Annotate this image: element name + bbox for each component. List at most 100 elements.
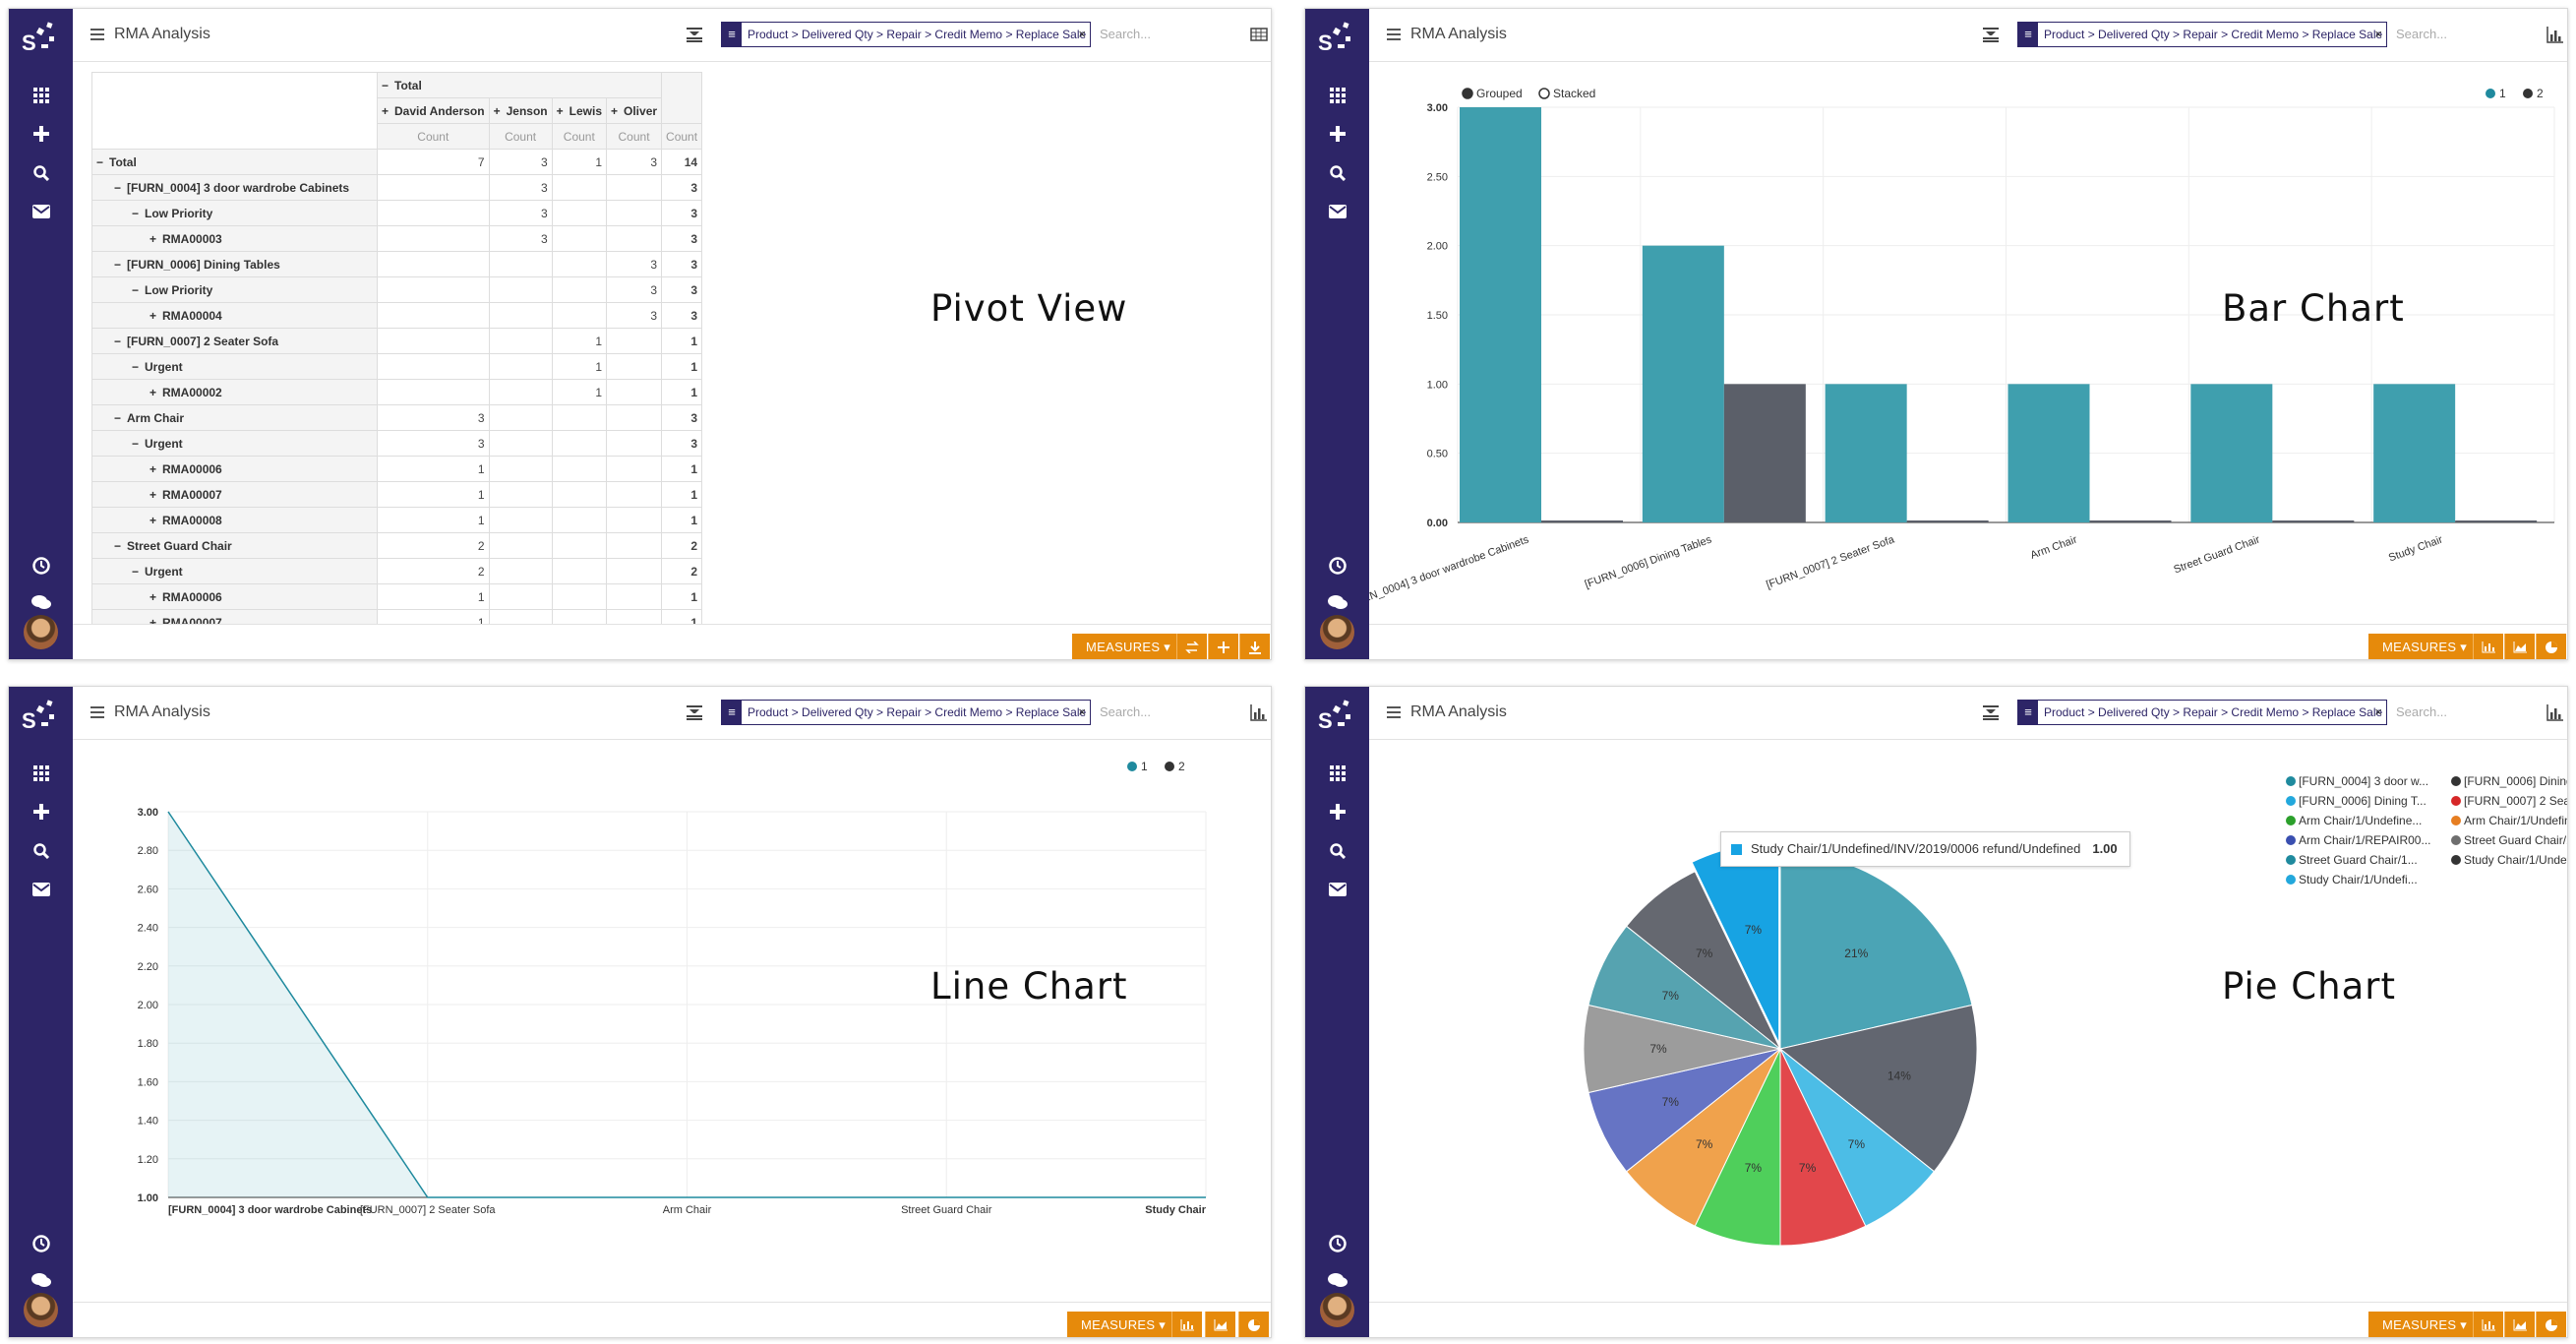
avatar[interactable] [1320, 615, 1354, 649]
pivot-cell[interactable] [551, 609, 608, 625]
row-total-cell[interactable]: 3 [661, 404, 703, 431]
row-header[interactable]: − Total [91, 149, 378, 175]
pivot-cell[interactable]: 3 [488, 200, 553, 226]
row-header[interactable]: − [FURN_0006] Dining Tables [91, 251, 378, 277]
pivot-cell[interactable] [377, 353, 490, 380]
pivot-cell[interactable] [488, 456, 553, 482]
legend-label[interactable]: Study Chair/1/Undefi... [2464, 853, 2568, 867]
pivot-cell[interactable] [488, 353, 553, 380]
col-header-total[interactable]: − Total [376, 72, 663, 98]
pivot-cell[interactable] [605, 379, 663, 405]
legend-dot[interactable] [2523, 89, 2533, 98]
pivot-cell[interactable] [551, 430, 608, 457]
legend-label[interactable]: 2 [2537, 87, 2544, 100]
pivot-cell[interactable] [551, 481, 608, 508]
graph-icon[interactable] [2546, 703, 2564, 721]
row-total-cell[interactable]: 1 [661, 379, 703, 405]
col-header-jenson[interactable]: + Jenson [488, 97, 553, 124]
legend-dot[interactable] [2451, 855, 2461, 865]
row-total-cell[interactable]: 2 [661, 532, 703, 559]
legend-label[interactable]: [FURN_0007] 2 Seater... [2464, 794, 2568, 808]
graph-icon[interactable] [1250, 703, 1268, 721]
pivot-cell[interactable] [551, 507, 608, 533]
apps-icon[interactable] [9, 80, 73, 109]
avatar[interactable] [1320, 1293, 1354, 1327]
row-header[interactable]: − Urgent [91, 558, 378, 584]
legend-dot[interactable] [2286, 875, 2296, 885]
remove-facet-icon[interactable]: × [1078, 704, 1086, 719]
search-facet[interactable]: ≡ Product > Delivered Qty > Repair > Cred… [721, 22, 1091, 47]
pivot-cell[interactable] [377, 379, 490, 405]
legend-label[interactable]: Study Chair/1/Undefi... [2299, 873, 2418, 886]
filter-icon[interactable] [1982, 704, 2000, 720]
pivot-cell[interactable] [605, 225, 663, 252]
pivot-cell[interactable]: 1 [551, 379, 608, 405]
pie-chart-button[interactable] [2536, 1312, 2566, 1337]
search-facet[interactable]: ≡ Product > Delivered Qty > Repair > Cred… [2017, 700, 2387, 725]
bar[interactable] [2089, 520, 2172, 522]
bar[interactable] [1723, 384, 1806, 522]
pivot-cell[interactable] [605, 507, 663, 533]
avatar[interactable] [24, 615, 58, 649]
apps-icon[interactable] [9, 758, 73, 787]
graph-icon[interactable] [2546, 26, 2564, 43]
row-total-cell[interactable]: 1 [661, 507, 703, 533]
pivot-cell[interactable] [551, 251, 608, 277]
row-header[interactable]: + RMA00007 [91, 481, 378, 508]
mail-icon[interactable] [9, 874, 73, 903]
legend-dot[interactable] [1165, 762, 1174, 771]
filter-icon[interactable] [686, 27, 703, 42]
pivot-cell[interactable] [488, 328, 553, 354]
row-total-cell[interactable]: 3 [661, 276, 703, 303]
legend-label[interactable]: Street Guard Chair/1... [2464, 833, 2568, 847]
pivot-cell[interactable] [551, 174, 608, 201]
pivot-cell[interactable] [551, 583, 608, 610]
menu-icon[interactable] [90, 706, 104, 718]
legend-dot[interactable] [2286, 835, 2296, 845]
mail-icon[interactable] [9, 196, 73, 225]
pie-chart-button[interactable] [2536, 634, 2566, 659]
pivot-cell[interactable] [551, 225, 608, 252]
pivot-cell[interactable]: 3 [605, 302, 663, 329]
measure-header[interactable]: Count [661, 123, 703, 150]
pivot-cell[interactable] [488, 532, 553, 559]
pivot-cell[interactable] [377, 302, 490, 329]
bar[interactable] [2190, 384, 2273, 522]
search-icon[interactable] [1305, 157, 1369, 187]
row-total-cell[interactable]: 1 [661, 328, 703, 354]
row-header[interactable]: + RMA00006 [91, 456, 378, 482]
bar-chart-button[interactable] [2473, 634, 2503, 659]
pivot-cell[interactable] [488, 430, 553, 457]
legend-dot[interactable] [2286, 816, 2296, 825]
bar[interactable] [2373, 384, 2456, 522]
col-header-oliver[interactable]: + Oliver [605, 97, 663, 124]
legend-dot[interactable] [1127, 762, 1137, 771]
app-logo[interactable]: S [18, 17, 65, 64]
search-input[interactable]: Search... [1100, 27, 1152, 41]
pivot-cell[interactable]: 1 [551, 149, 608, 175]
legend-dot[interactable] [2451, 776, 2461, 786]
mode-label[interactable]: Grouped [1476, 87, 1523, 100]
legend-label[interactable]: Street Guard Chair/1... [2299, 853, 2418, 867]
legend-label[interactable]: [FURN_0004] 3 door w... [2299, 774, 2428, 788]
pivot-cell[interactable] [488, 558, 553, 584]
bar[interactable] [1460, 107, 1541, 522]
row-header[interactable]: + RMA00003 [91, 225, 378, 252]
plus-icon[interactable] [9, 796, 73, 825]
pivot-cell[interactable] [488, 609, 553, 625]
pivot-cell[interactable] [605, 174, 663, 201]
search-icon[interactable] [9, 157, 73, 187]
legend-dot[interactable] [2486, 89, 2495, 98]
search-input[interactable]: Search... [2396, 704, 2448, 719]
pivot-cell[interactable]: 3 [605, 276, 663, 303]
plus-icon[interactable] [1305, 796, 1369, 825]
expand-all-button[interactable] [1208, 634, 1238, 659]
pivot-cell[interactable] [605, 404, 663, 431]
legend-dot[interactable] [2451, 796, 2461, 806]
pivot-cell[interactable] [605, 456, 663, 482]
menu-icon[interactable] [1387, 29, 1401, 40]
row-total-cell[interactable]: 14 [661, 149, 703, 175]
clock-icon[interactable] [1305, 1228, 1369, 1257]
row-header[interactable]: + RMA00008 [91, 507, 378, 533]
pivot-cell[interactable] [551, 404, 608, 431]
